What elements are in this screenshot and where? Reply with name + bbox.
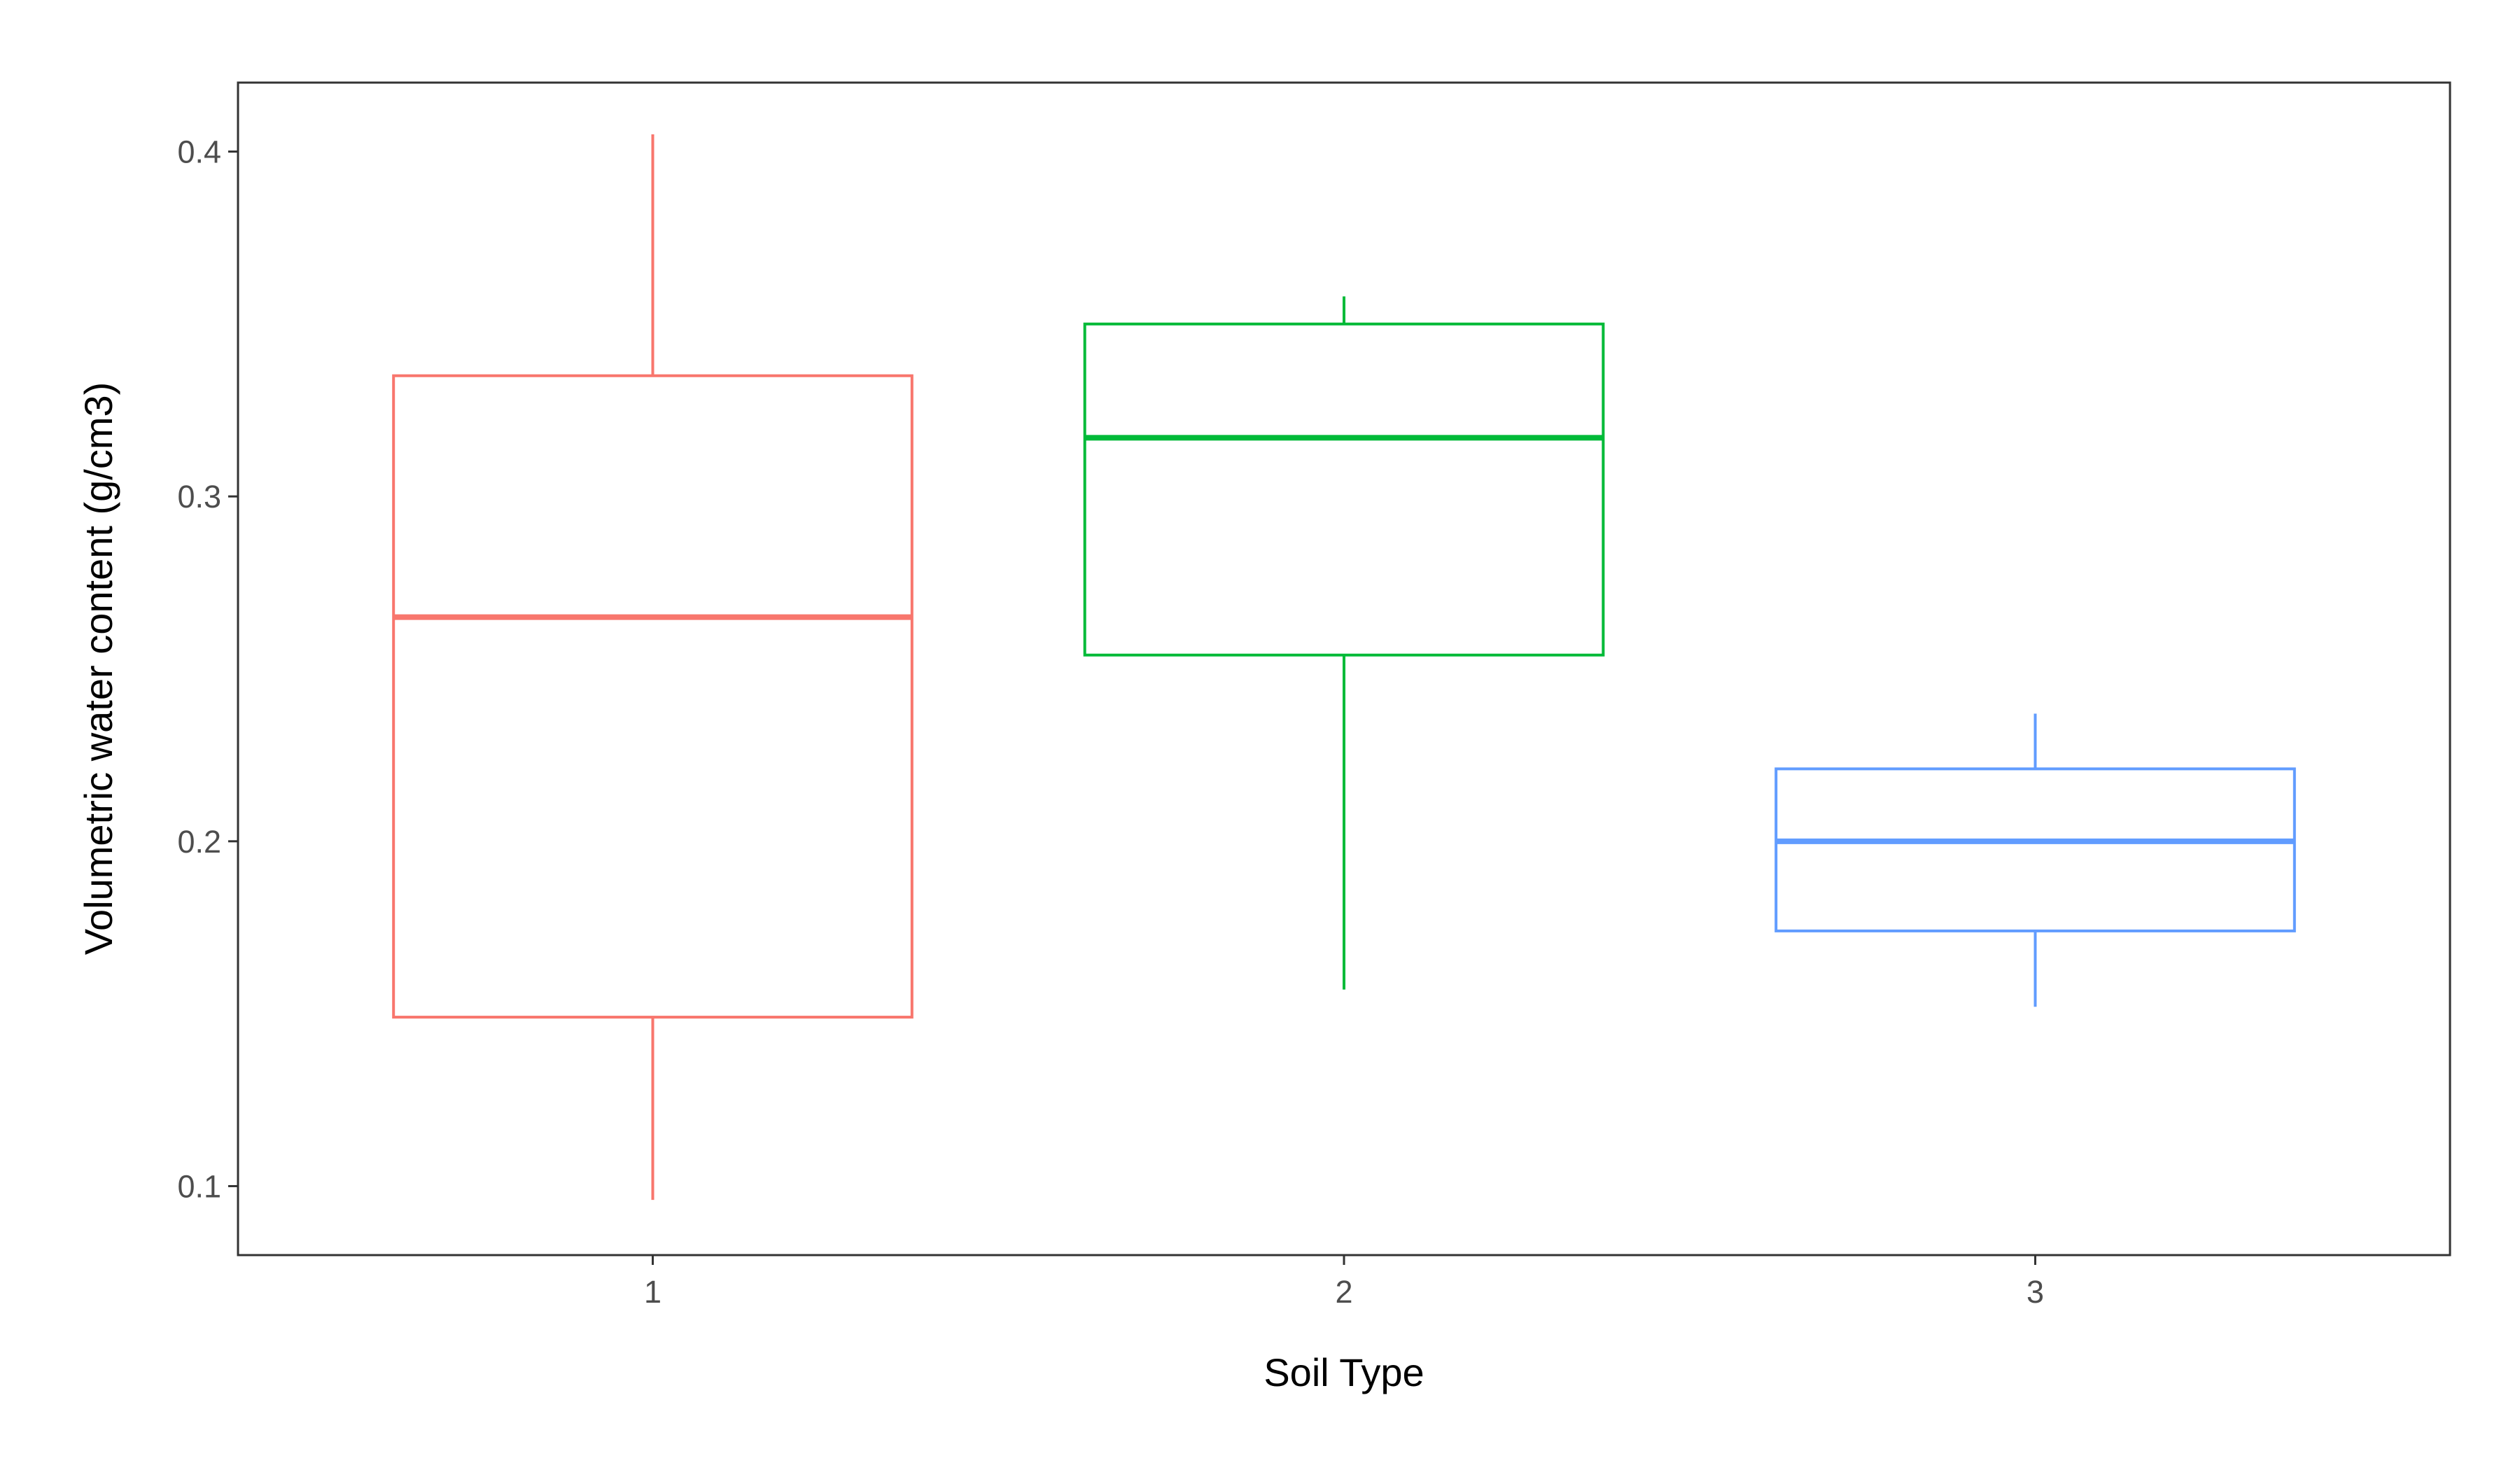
x-tick-label: 3 xyxy=(2026,1274,2044,1310)
x-axis-title: Soil Type xyxy=(1264,1350,1424,1394)
y-tick-label: 0.2 xyxy=(177,824,221,860)
iqr-box xyxy=(1083,322,1605,657)
iqr-box xyxy=(392,374,913,1019)
boxes-layer xyxy=(392,134,2296,1200)
y-axis: 0.1 0.2 0.3 0.4 xyxy=(177,134,238,1204)
box-group-3 xyxy=(1774,713,2296,1007)
y-axis-title: Volumetric water content (g/cm3) xyxy=(76,382,120,955)
x-tick-label: 1 xyxy=(644,1274,662,1310)
y-tick-label: 0.3 xyxy=(177,479,221,514)
x-axis: 1 2 3 xyxy=(644,1255,2044,1310)
y-tick-label: 0.4 xyxy=(177,134,221,170)
x-tick-label: 2 xyxy=(1335,1274,1352,1310)
y-tick-label: 0.1 xyxy=(177,1168,221,1204)
iqr-box xyxy=(1774,767,2296,932)
box-group-1 xyxy=(392,134,913,1200)
box-group-2 xyxy=(1083,296,1605,990)
